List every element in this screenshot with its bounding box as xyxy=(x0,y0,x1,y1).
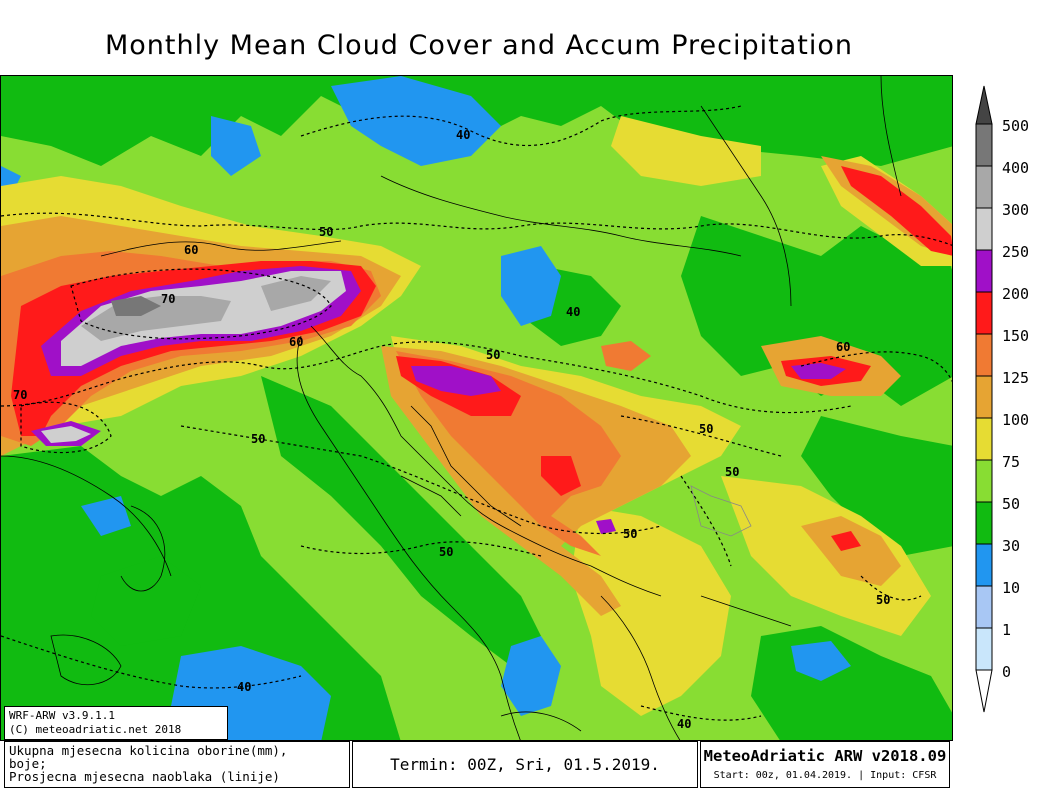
contour-label: 60 xyxy=(289,335,303,349)
legend-label: 75 xyxy=(1002,453,1021,471)
legend-swatch-50-75 xyxy=(975,459,993,503)
map-canvas: 40 50 60 70 60 70 50 50 40 50 50 50 50 6… xyxy=(1,76,952,740)
legend-swatch-1-10 xyxy=(975,585,993,629)
legend-swatch-250-300 xyxy=(975,207,993,251)
contour-label: 40 xyxy=(237,680,251,694)
legend-swatch-10-30 xyxy=(975,543,993,587)
legend-label: 0 xyxy=(1002,663,1012,681)
legend-label: 100 xyxy=(1002,411,1030,429)
footer: Ukupna mjesecna kolicina oborine(mm), bo… xyxy=(0,741,1050,788)
credit-box: WRF-ARW v3.9.1.1 (C) meteoadriatic.net 2… xyxy=(4,706,228,740)
contour-labels: 40 50 60 70 60 70 50 50 40 50 50 50 50 6… xyxy=(13,128,890,731)
description-line: Ukupna mjesecna kolicina oborine(mm), xyxy=(9,743,288,758)
legend-swatch-200-250 xyxy=(975,249,993,293)
model-name: MeteoAdriatic ARW v2018.09 xyxy=(703,747,947,765)
legend-bottom-arrow xyxy=(975,669,993,713)
contour-label: 70 xyxy=(13,388,27,402)
legend-label: 50 xyxy=(1002,495,1021,513)
legend-label: 30 xyxy=(1002,537,1021,555)
contour-label: 40 xyxy=(456,128,470,142)
legend-label: 125 xyxy=(1002,369,1030,387)
legend-label: 10 xyxy=(1002,579,1021,597)
map-title: Monthly Mean Cloud Cover and Accum Preci… xyxy=(104,30,853,61)
contour-label: 40 xyxy=(677,717,691,731)
coastlines-borders xyxy=(1,76,902,740)
contour-label: 50 xyxy=(486,348,500,362)
legend-swatch-30-50 xyxy=(975,501,993,545)
precipitation-map: 40 50 60 70 60 70 50 50 40 50 50 50 50 6… xyxy=(0,75,953,741)
legend-label: 1 xyxy=(1002,621,1012,639)
legend-swatch-300-400 xyxy=(975,165,993,209)
model-version: WRF-ARW v3.9.1.1 xyxy=(9,709,115,722)
contour-label: 50 xyxy=(699,422,713,436)
model-box: MeteoAdriatic ARW v2018.09 Start: 00z, 0… xyxy=(700,741,950,788)
legend-top-arrow xyxy=(975,85,993,125)
contour-label: 50 xyxy=(623,527,637,541)
contour-label: 70 xyxy=(161,292,175,306)
legend-swatch-400-500 xyxy=(975,123,993,167)
valid-time-box: Termin: 00Z, Sri, 01.5.2019. xyxy=(352,741,698,788)
cloud-contours xyxy=(1,105,952,721)
legend-label: 150 xyxy=(1002,327,1030,345)
valid-time: Termin: 00Z, Sri, 01.5.2019. xyxy=(390,755,660,774)
description-line: boje; xyxy=(9,756,47,771)
contour-label: 50 xyxy=(319,225,333,239)
contour-label: 40 xyxy=(566,305,580,319)
run-info: Start: 00z, 01.04.2019. | Input: CFSR xyxy=(713,770,937,781)
legend-swatch-0-1 xyxy=(975,627,993,671)
legend-label: 300 xyxy=(1002,201,1030,219)
copyright: (C) meteoadriatic.net 2018 xyxy=(9,723,182,736)
legend-label: 500 xyxy=(1002,117,1030,135)
description-line: Prosjecna mjesecna naoblaka (linije) xyxy=(9,769,280,784)
legend-swatch-75-100 xyxy=(975,417,993,461)
contour-label: 50 xyxy=(876,593,890,607)
legend-label: 250 xyxy=(1002,243,1030,261)
contour-label: 60 xyxy=(184,243,198,257)
legend-label: 200 xyxy=(1002,285,1030,303)
contour-label: 50 xyxy=(725,465,739,479)
legend-colorbar xyxy=(975,85,993,713)
legend-swatch-100-125 xyxy=(975,375,993,419)
legend-label: 400 xyxy=(1002,159,1030,177)
contour-label: 50 xyxy=(251,432,265,446)
description-box: Ukupna mjesecna kolicina oborine(mm), bo… xyxy=(4,741,350,788)
contour-label: 60 xyxy=(836,340,850,354)
contour-label: 50 xyxy=(439,545,453,559)
legend-swatch-125-150 xyxy=(975,333,993,377)
precip-500-regions xyxy=(111,296,161,316)
legend-swatch-150-200 xyxy=(975,291,993,335)
